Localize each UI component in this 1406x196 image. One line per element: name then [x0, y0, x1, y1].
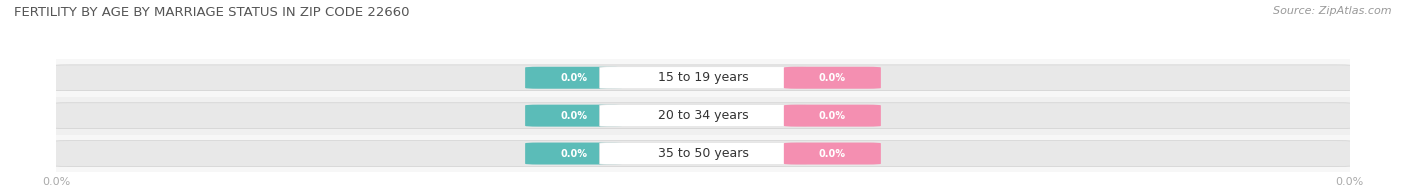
FancyBboxPatch shape [785, 105, 882, 127]
Text: 0.0%: 0.0% [818, 149, 846, 159]
FancyBboxPatch shape [49, 141, 1357, 166]
Text: FERTILITY BY AGE BY MARRIAGE STATUS IN ZIP CODE 22660: FERTILITY BY AGE BY MARRIAGE STATUS IN Z… [14, 6, 409, 19]
FancyBboxPatch shape [49, 103, 1357, 129]
FancyBboxPatch shape [599, 105, 807, 127]
Bar [56, 135, 1350, 172]
Text: 0.0%: 0.0% [560, 149, 588, 159]
FancyBboxPatch shape [599, 67, 807, 89]
Text: 15 to 19 years: 15 to 19 years [658, 71, 748, 84]
Bar [56, 97, 1350, 135]
FancyBboxPatch shape [599, 142, 807, 164]
Text: 20 to 34 years: 20 to 34 years [658, 109, 748, 122]
Text: 0.0%: 0.0% [560, 73, 588, 83]
FancyBboxPatch shape [526, 105, 623, 127]
FancyBboxPatch shape [49, 65, 1357, 91]
Text: 0.0%: 0.0% [560, 111, 588, 121]
Text: 35 to 50 years: 35 to 50 years [658, 147, 748, 160]
FancyBboxPatch shape [526, 67, 623, 89]
Text: 0.0%: 0.0% [818, 73, 846, 83]
Text: 0.0%: 0.0% [818, 111, 846, 121]
Text: Source: ZipAtlas.com: Source: ZipAtlas.com [1274, 6, 1392, 16]
FancyBboxPatch shape [785, 67, 882, 89]
FancyBboxPatch shape [785, 142, 882, 164]
FancyBboxPatch shape [526, 142, 623, 164]
Bar [56, 59, 1350, 97]
